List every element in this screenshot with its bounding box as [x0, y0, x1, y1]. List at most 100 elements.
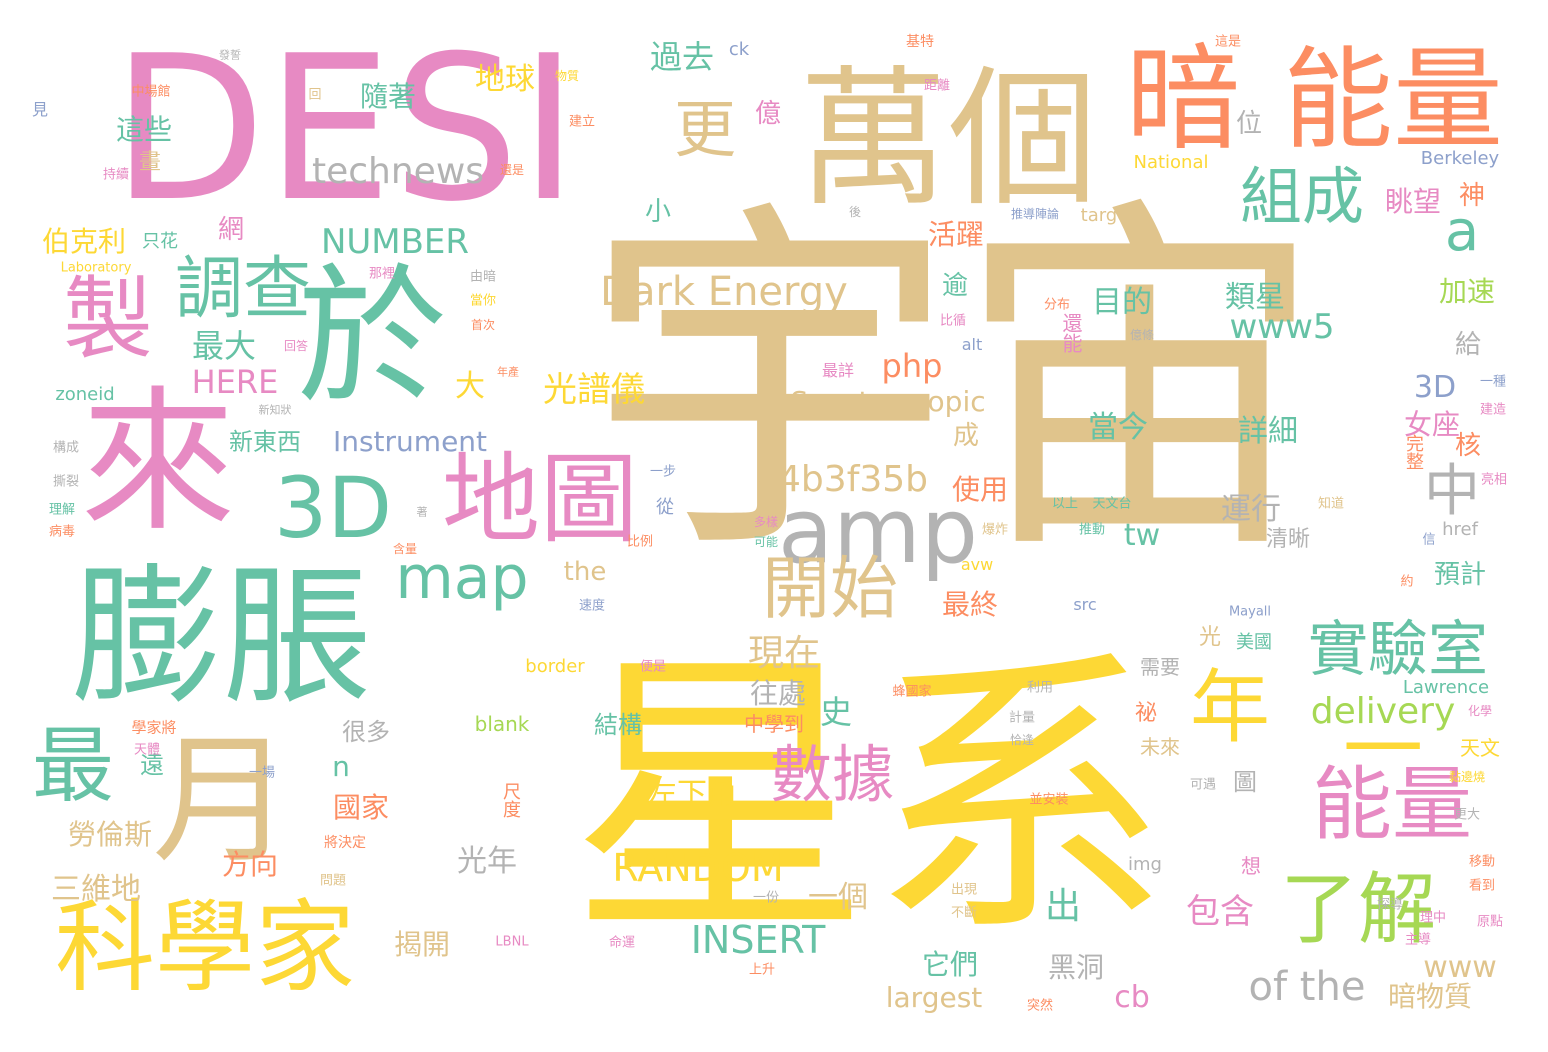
- word-small-23: 一步: [650, 466, 676, 479]
- word-img: img: [1128, 856, 1162, 874]
- word-zhong: 中: [1424, 464, 1480, 520]
- word-wei: 位: [1236, 111, 1262, 137]
- word-small-27: 問題: [320, 875, 346, 888]
- word-ck: ck: [729, 41, 749, 59]
- word-small-64: 分布: [1044, 299, 1070, 312]
- word-suizhe: 隨著: [360, 83, 416, 111]
- word-jiegou: 結構: [594, 713, 642, 737]
- word-small-3: 中場館: [131, 86, 170, 99]
- word-small-34: 便是: [640, 661, 666, 674]
- word-small-63: 可能: [754, 536, 778, 548]
- word-dark-energy: Dark Energy: [600, 272, 848, 312]
- word-kaishi: 開始: [762, 556, 898, 624]
- word-yuji: 預計: [1434, 562, 1486, 588]
- word-da: 大: [455, 372, 485, 402]
- word-leixing: 類星: [1225, 283, 1285, 313]
- word-zoneid: zoneid: [55, 386, 114, 404]
- word-small-68: 最詳: [822, 363, 854, 379]
- word-3d-small: 3D: [1414, 373, 1456, 403]
- word-xiao: 小: [645, 199, 671, 225]
- word-small-52: 信: [1422, 534, 1435, 547]
- word-insert: INSERT: [691, 921, 826, 959]
- word-tiaowang: 眺望: [1385, 188, 1441, 216]
- word-small-19: 病毒: [49, 526, 75, 539]
- word-lawrence: Lawrence: [1403, 679, 1489, 697]
- word-small-4: 物質: [555, 70, 579, 82]
- word-shiyanshi: 實驗室: [1308, 620, 1488, 680]
- word-ditu: 地圖: [442, 451, 638, 549]
- word-yu2: 逾: [942, 273, 968, 299]
- word-small-43: 更大: [1454, 809, 1480, 822]
- word-lai: 來: [81, 385, 236, 540]
- word-wang: 網: [218, 217, 244, 243]
- word-border: border: [525, 658, 584, 676]
- word-small-28: 一份: [753, 892, 779, 905]
- word-small-16: 構成: [53, 442, 79, 455]
- word-small-58: 天文台: [1092, 498, 1131, 511]
- word-a4b3f35b: a4b3f35b: [756, 462, 928, 498]
- word-small-36: 利用: [1027, 682, 1053, 695]
- word-here: HERE: [192, 366, 279, 398]
- word-small-29: 命運: [609, 937, 635, 950]
- word-tianwen: 天文: [1460, 738, 1500, 758]
- word-henduo: 很多: [342, 720, 390, 744]
- word-shi: 史: [820, 696, 852, 728]
- word-small-15: 新知狀: [259, 405, 292, 416]
- word-an: 暗: [1125, 43, 1240, 158]
- word-small-32: 不斷: [951, 907, 977, 920]
- word-zuida: 最大: [192, 330, 256, 362]
- word-zuoxiajiao: 左下角: [647, 780, 737, 810]
- word-small-53: 完整: [1404, 434, 1422, 470]
- word-small-37: 計量: [1009, 712, 1035, 725]
- word-small-39: 並安裝: [1029, 794, 1068, 807]
- word-small-2: 這是: [1215, 36, 1241, 49]
- word-wangchu: 往處: [750, 680, 806, 708]
- word-jiasu: 加速: [1439, 278, 1495, 306]
- word-small-8: 還是: [500, 164, 524, 176]
- word-small-1: 基特: [906, 35, 934, 49]
- word-small-20: 含量: [393, 543, 417, 555]
- word-number: NUMBER: [321, 225, 469, 259]
- word-n: n: [332, 753, 350, 781]
- word-small-35: 蜂國家: [892, 686, 931, 699]
- word-shuju: 數據: [770, 744, 894, 806]
- word-small-41: 化學: [1468, 705, 1492, 717]
- word-dangjin: 當今: [1088, 413, 1148, 443]
- word-technews: technews: [312, 154, 484, 190]
- word-src: src: [1073, 597, 1096, 613]
- word-tamen: 它們: [922, 951, 978, 979]
- word-spectroscopic: Spectroscopic: [790, 388, 985, 416]
- word-www5: www5: [1229, 310, 1334, 344]
- word-shiyong: 使用: [952, 476, 1008, 504]
- word-zhi: 製: [63, 275, 153, 365]
- word-nian: 年: [1190, 668, 1270, 748]
- word-desi: DESI: [112, 30, 578, 230]
- word-small-65: 還能: [1061, 313, 1081, 353]
- word-small-44: 移動: [1469, 856, 1495, 869]
- word-small-13: 首次: [471, 319, 495, 331]
- word-small-79: 著: [417, 507, 428, 518]
- word-lbnl: LBNL: [495, 936, 528, 949]
- word-delivery: delivery: [1311, 694, 1456, 730]
- word-xianzai: 現在: [748, 636, 820, 672]
- word-guang: 光: [1199, 627, 1221, 649]
- word-guangnian: 光年: [457, 847, 517, 877]
- word-avw: avw: [961, 557, 993, 573]
- word-random: RANDOM: [612, 849, 783, 887]
- word-small-17: 撕裂: [53, 476, 79, 489]
- word-href: href: [1442, 521, 1478, 539]
- word-small-26: 將決定: [324, 836, 366, 850]
- word-qingxi: 清晰: [1266, 529, 1310, 551]
- word-small-45: 看到: [1469, 880, 1495, 893]
- word-laboratory: Laboratory: [61, 262, 132, 275]
- word-small-31: 突然: [1027, 1000, 1053, 1013]
- word-small-50: 想: [1241, 856, 1261, 876]
- word-small-40: 可遇: [1190, 779, 1216, 792]
- word-a: a: [1445, 204, 1479, 260]
- word-small-62: 多樣: [754, 516, 778, 528]
- word-small-77: 回: [308, 89, 321, 102]
- word-fangxiang: 方向: [222, 851, 278, 879]
- word-cheng: 成: [953, 423, 979, 449]
- word-small-22: 從: [656, 499, 674, 517]
- word-3d-big: 3D: [274, 466, 392, 550]
